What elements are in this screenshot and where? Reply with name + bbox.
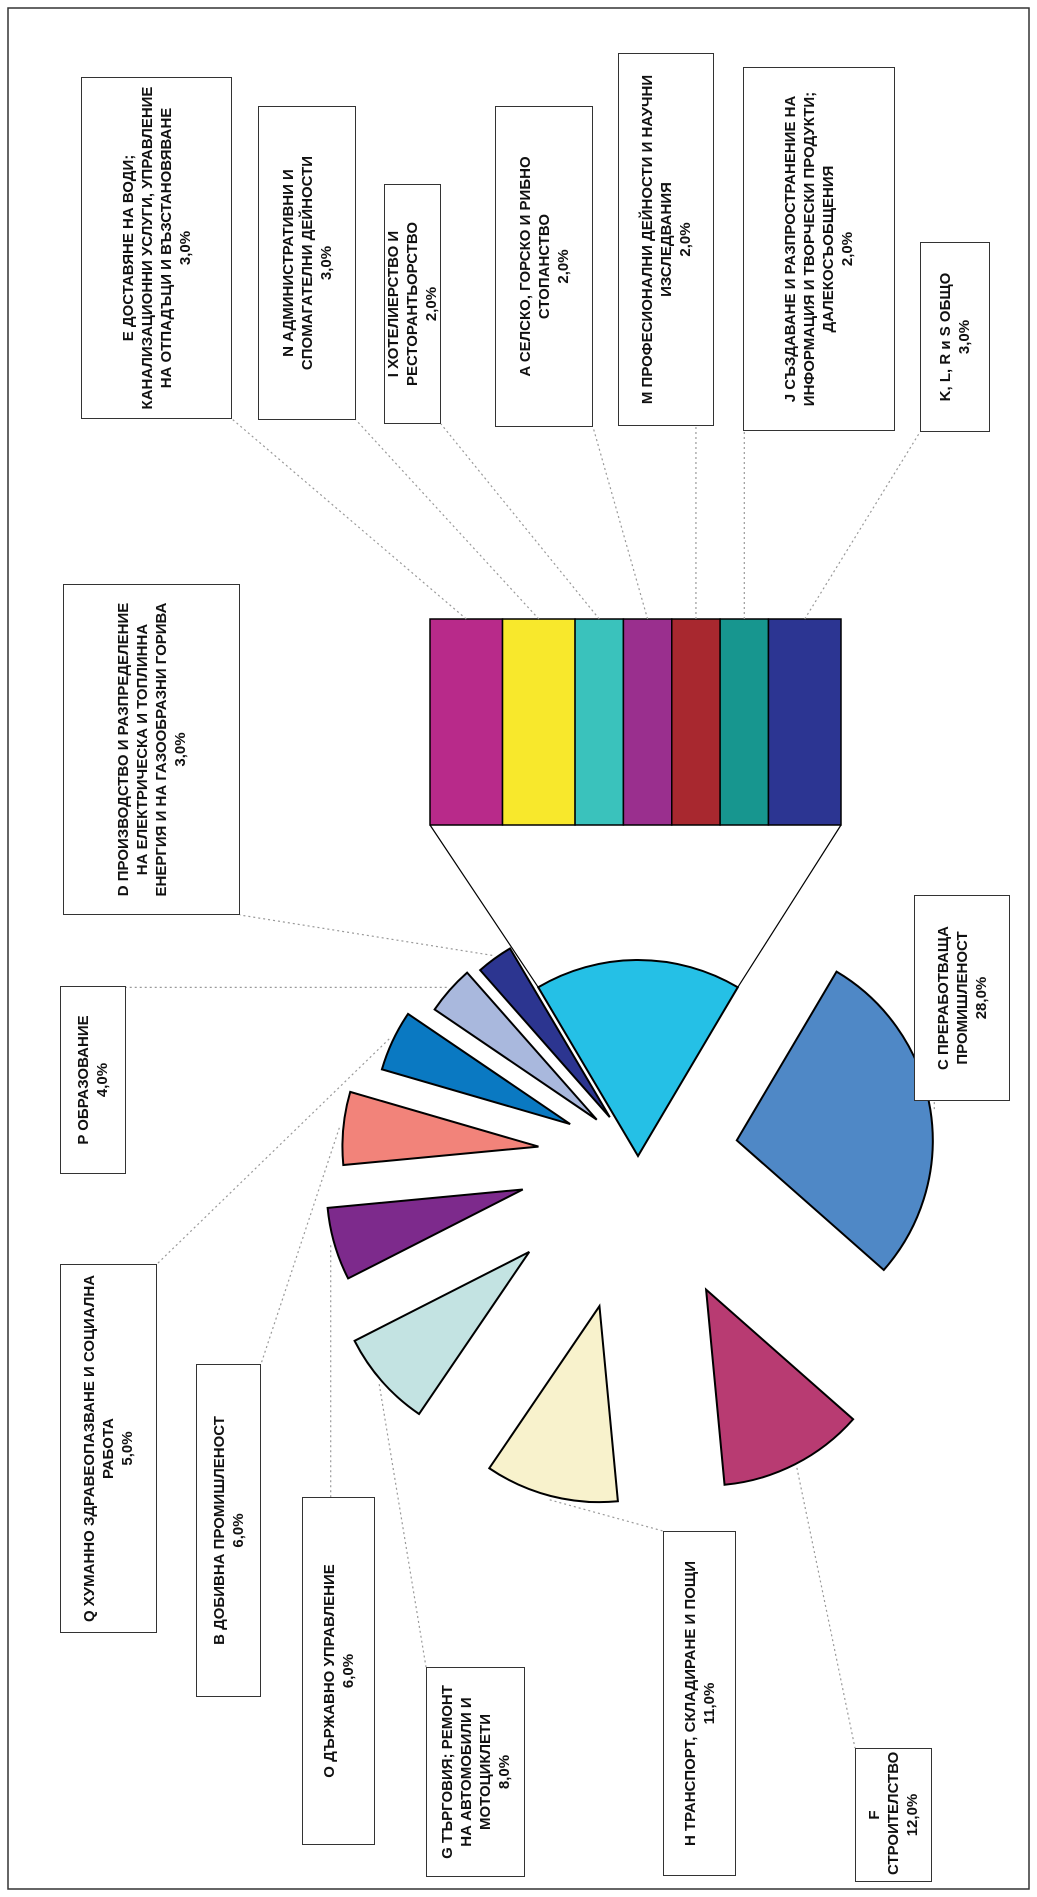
label-name: G ТЪРГОВИЯ; РЕМОНТ НА АВТОМОБИЛИ И МОТОЦ… <box>438 1685 494 1859</box>
bar-segment <box>767 618 842 826</box>
label-value: 3,0% <box>176 230 194 266</box>
label-value: 12,0% <box>904 1793 921 1837</box>
data-label: A СЕЛСКО, ГОРСКО И РИБНО СТОПАНСТВО 2,0% <box>495 106 593 427</box>
data-label: E ДОСТАВЯНЕ НА ВОДИ; КАНАЛИЗАЦИОННИ УСЛУ… <box>81 77 232 419</box>
bar-segment <box>501 618 576 826</box>
pie-slice-other <box>536 959 740 1158</box>
pie-slice <box>326 1188 524 1280</box>
label-name: M ПРОФЕСИОНАЛНИ ДЕЙНОСТИ И НАУЧНИ ИЗСЛЕД… <box>638 74 675 405</box>
pie-slice <box>704 1287 855 1486</box>
data-label: P ОБРАЗОВАНИЕ 4,0% <box>60 986 126 1174</box>
leader-line <box>355 419 540 620</box>
data-label: M ПРОФЕСИОНАЛНИ ДЕЙНОСТИ И НАУЧНИ ИЗСЛЕД… <box>618 53 714 426</box>
leader-line <box>592 426 649 620</box>
leader-line <box>260 1127 340 1365</box>
data-label: C ПРЕРАБОТВАЩА ПРОМИШЛЕНОСТ 28,0% <box>914 895 1010 1101</box>
label-name: P ОБРАЗОВАНИЕ <box>75 1015 92 1145</box>
label-value: 2,0% <box>554 249 572 284</box>
label-value: 2,0% <box>423 286 440 322</box>
label-name: H ТРАНСПОРТ, СКЛАДИРАНЕ И ПОЩИ <box>681 1561 699 1846</box>
label-name: B ДОБИВНА ПРОМИШЛЕНОСТ <box>210 1416 228 1645</box>
data-label: D ПРОИЗВОДСТВО И РАЗПРЕДЕЛЕНИЕ НА ЕЛЕКТР… <box>63 584 240 915</box>
label-name: O ДЪРЖАВНО УПРАВЛЕНИЕ <box>320 1564 338 1778</box>
connector <box>429 824 539 988</box>
label-name: I ХОТЕЛИЕРСТВО И РЕСТОРАНТЬОРСТВО <box>385 221 421 387</box>
label-name: E ДОСТАВЯНЕ НА ВОДИ; КАНАЛИЗАЦИОННИ УСЛУ… <box>119 86 175 410</box>
label-value: 3,0% <box>956 319 973 355</box>
label-value: 5,0% <box>119 1431 136 1466</box>
pie-slice <box>487 1303 619 1504</box>
label-name: K, L, R и S ОБЩО <box>937 272 954 402</box>
pie-slice <box>735 970 934 1272</box>
label-value: 6,0% <box>229 1513 247 1548</box>
label-value: 2,0% <box>676 222 694 257</box>
frame <box>7 7 1030 1890</box>
data-label: F СТРОИТЕЛСТВО 12,0% <box>855 1748 932 1882</box>
leader-line <box>378 1384 427 1668</box>
connector <box>737 824 842 988</box>
label-value: 2,0% <box>839 231 856 267</box>
data-label: B ДОБИВНА ПРОМИШЛЕНОСТ 6,0% <box>196 1364 261 1697</box>
label-name: D ПРОИЗВОДСТВО И РАЗПРЕДЕЛЕНИЕ НА ЕЛЕКТР… <box>114 602 170 897</box>
leader-line <box>804 431 921 620</box>
leader-line <box>440 423 600 620</box>
label-name: J СЪЗДАВАНЕ И РАЗПРОСТРАНЕНИЕ НА ИНФОРМА… <box>782 91 837 407</box>
data-label: Q ХУМАННО ЗДРАВЕОПАЗВАНЕ И СОЦИАЛНА РАБО… <box>60 1264 157 1633</box>
data-label: G ТЪРГОВИЯ; РЕМОНТ НА АВТОМОБИЛИ И МОТОЦ… <box>426 1667 525 1877</box>
leader-line <box>549 1499 664 1532</box>
label-value: 3,0% <box>317 245 335 281</box>
leader-line <box>231 418 467 620</box>
data-label: J СЪЗДАВАНЕ И РАЗПРОСТРАНЕНИЕ НА ИНФОРМА… <box>743 67 895 431</box>
leader-line <box>796 1467 856 1749</box>
pie-slice <box>353 1250 531 1416</box>
data-label: I ХОТЕЛИЕРСТВО И РЕСТОРАНТЬОРСТВО 2,0% <box>384 184 441 424</box>
data-label: N АДМИНИСТРАТИВНИ И СПОМАГАТЕЛНИ ДЕЙНОСТ… <box>258 106 356 420</box>
bar-segment <box>719 618 770 826</box>
data-label: K, L, R и S ОБЩО 3,0% <box>920 242 990 432</box>
label-value: 4,0% <box>94 1062 111 1098</box>
label-name: A СЕЛСКО, ГОРСКО И РИБНО СТОПАНСТВО <box>516 156 553 377</box>
data-label: O ДЪРЖАВНО УПРАВЛЕНИЕ 6,0% <box>302 1497 375 1845</box>
label-value: 28,0% <box>972 976 990 1020</box>
bar-segment <box>671 618 721 826</box>
label-value: 3,0% <box>171 732 189 767</box>
label-name: C ПРЕРАБОТВАЩА ПРОМИШЛЕНОСТ <box>934 926 971 1070</box>
pie-slice <box>341 1090 539 1167</box>
leader-line <box>239 914 493 956</box>
pie-slice <box>433 971 598 1121</box>
label-name: F СТРОИТЕЛСТВО <box>866 1751 902 1875</box>
label-name: Q ХУМАННО ЗДРАВЕОПАЗВАНЕ И СОЦИАЛНА РАБО… <box>81 1274 117 1623</box>
label-value: 6,0% <box>339 1653 357 1689</box>
label-name: N АДМИНИСТРАТИВНИ И СПОМАГАТЕЛНИ ДЕЙНОСТ… <box>279 155 316 371</box>
pie-slice <box>478 947 611 1118</box>
label-value: 11,0% <box>700 1682 718 1725</box>
leader-line <box>156 1038 390 1265</box>
label-value: 8,0% <box>495 1754 513 1790</box>
pie-slice <box>380 1012 571 1126</box>
data-label: H ТРАНСПОРТ, СКЛАДИРАНЕ И ПОЩИ 11,0% <box>663 1531 736 1876</box>
bar-segment <box>622 618 673 826</box>
bar-segment <box>574 618 625 826</box>
bar-segment <box>429 618 504 826</box>
